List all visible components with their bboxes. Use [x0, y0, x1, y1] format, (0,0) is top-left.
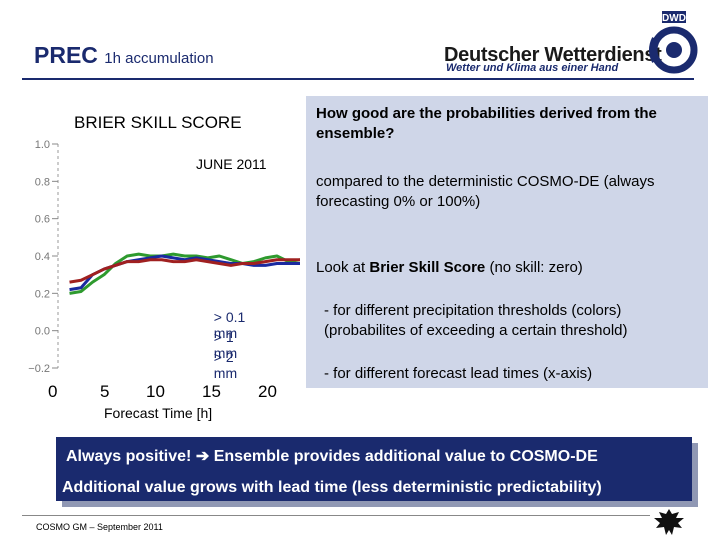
legend-unit: mm — [213, 325, 238, 341]
banner-line-1: Always positive! ➔ Ensemble provides add… — [66, 446, 598, 466]
legend-unit: mm — [213, 365, 238, 381]
chart-series — [69, 252, 300, 295]
y-tick-label: −0.2 — [28, 363, 50, 375]
conclusion-banner — [56, 437, 692, 501]
title-subtitle: 1h accumulation — [104, 50, 214, 67]
info-look: Look at Brier Skill Score (no skill: zer… — [316, 258, 696, 278]
y-tick-label: 0.8 — [35, 176, 50, 188]
x-tick-label: 20 — [258, 382, 277, 401]
legend-label: > 2 — [213, 349, 242, 365]
x-tick-label: 0 — [48, 382, 58, 401]
header-divider — [22, 78, 694, 80]
legend-entry-01: > 0.1 mm — [206, 293, 246, 341]
logo-text: DWD — [662, 13, 686, 24]
info-look-suffix: (no skill: zero) — [485, 259, 583, 276]
banner-line-2: Additional value grows with lead time (l… — [62, 479, 602, 496]
chart-axes: −0.2 0.0 0.2 0.4 0.6 0.8 1.0 — [28, 139, 59, 375]
info-thresholds: - for different precipitation thresholds… — [324, 302, 628, 339]
legend-unit: mm — [213, 345, 238, 361]
chart-title: BRIER SKILL SCORE — [74, 113, 242, 132]
y-tick-label: 0.6 — [35, 214, 50, 226]
series-line — [69, 258, 300, 284]
x-tick-label: 15 — [202, 382, 221, 401]
info-compared: compared to the deterministic COSMO-DE (… — [316, 173, 655, 210]
org-name: Deutscher Wetterdienst — [444, 44, 662, 66]
info-look-bold: Brier Skill Score — [369, 259, 486, 276]
y-tick-label: 0.2 — [35, 288, 50, 300]
info-lead-times: - for different forecast lead times (x-a… — [324, 365, 593, 382]
legend-label: > 0.1 — [213, 309, 246, 325]
info-panel — [306, 96, 708, 388]
federal-eagle-icon — [654, 509, 684, 535]
legend-entry-2: > 2 mm — [206, 333, 241, 381]
series-line — [69, 252, 300, 295]
y-tick-label: 1.0 — [35, 139, 50, 151]
x-tick-label: 10 — [146, 382, 165, 401]
footer-divider — [22, 515, 650, 516]
chart-subtitle: JUNE 2011 — [196, 156, 267, 172]
org-tagline: Wetter und Klima aus einer Hand — [446, 62, 619, 74]
y-tick-label: 0.0 — [35, 326, 50, 338]
x-axis-label: Forecast Time [h] — [104, 405, 213, 421]
banner-line1-b: Ensemble provides additional value to CO… — [213, 448, 598, 465]
title-main: PREC — [34, 42, 98, 68]
dwd-logo-icon: DWD — [649, 11, 698, 74]
x-tick-label: 5 — [100, 382, 110, 401]
arrow-right-icon: ➔ — [195, 448, 210, 465]
info-look-prefix: Look at — [316, 259, 370, 276]
info-question: How good are the probabilities derived f… — [316, 105, 657, 142]
legend-entry-1: > 1 mm — [206, 313, 241, 361]
brier-skill-chart: −0.2 0.0 0.2 0.4 0.6 0.8 1.0 — [28, 139, 300, 375]
footer-text: COSMO GM – September 2011 — [36, 522, 163, 532]
banner-line1-a: Always positive! — [66, 448, 192, 465]
slide-title: PREC 1h accumulation — [34, 42, 214, 69]
legend-label: > 1 — [213, 329, 242, 345]
y-tick-label: 0.4 — [35, 251, 50, 263]
